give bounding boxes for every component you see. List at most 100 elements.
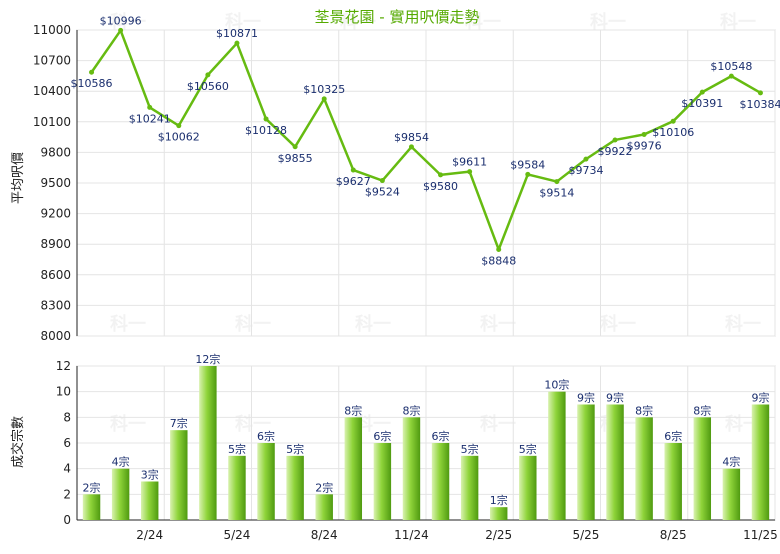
price-point-label: $10384 — [739, 98, 780, 111]
watermark-text: 科一 — [480, 413, 516, 435]
volume-bar-label: 2宗 — [83, 480, 101, 494]
watermark-text: 科一 — [355, 313, 391, 335]
price-y-tick-label: 8000 — [40, 329, 71, 343]
price-point — [525, 171, 531, 177]
price-y-tick-label: 9800 — [40, 145, 71, 159]
price-y-tick-label: 10700 — [33, 54, 71, 68]
volume-bar-label: 5宗 — [228, 442, 246, 456]
price-series-line — [90, 29, 762, 251]
x-tick-label: 2/25 — [485, 528, 512, 542]
volume-bar — [199, 366, 217, 520]
line-layer — [89, 27, 763, 253]
price-point-label: $10548 — [710, 60, 752, 73]
price-point-label: $9734 — [568, 164, 603, 177]
volume-bar — [722, 468, 741, 520]
watermark-text: 科一 — [720, 11, 756, 33]
volume-bar — [751, 404, 770, 520]
count-y-tick-label: 10 — [56, 385, 71, 399]
price-point-label: $9854 — [394, 131, 429, 144]
price-point-label: $9584 — [510, 158, 545, 171]
watermark-text: 科一 — [110, 313, 146, 335]
volume-bar-label: 10宗 — [544, 378, 569, 392]
volume-bar — [315, 494, 333, 520]
x-tick-label: 2/24 — [136, 528, 163, 542]
price-point — [118, 27, 124, 33]
volume-bar — [606, 404, 624, 520]
price-point-label: $10106 — [652, 126, 694, 139]
volume-bar-label: 4宗 — [722, 455, 740, 469]
price-point — [699, 89, 705, 95]
price-point-label: $9580 — [423, 180, 458, 193]
price-point-label: $9976 — [627, 139, 662, 152]
volume-bar — [431, 443, 450, 520]
watermark-layer: 科一科一科一科一科一科一科一科一科一科一科一科一科一科一科一科一科一科一 — [110, 11, 761, 435]
price-point — [176, 123, 182, 129]
price-point — [350, 167, 356, 173]
watermark-text: 科一 — [235, 413, 271, 435]
watermark-text: 科一 — [480, 313, 516, 335]
price-point — [147, 104, 153, 110]
price-point — [379, 178, 385, 184]
volume-bar-label: 8宗 — [693, 403, 711, 417]
watermark-text: 科一 — [340, 11, 376, 33]
volume-bar — [577, 404, 595, 520]
volume-bar — [664, 443, 682, 520]
price-point — [641, 131, 647, 137]
price-point-label: $10241 — [129, 112, 171, 125]
count-y-tick-label: 6 — [63, 436, 71, 450]
price-point — [757, 90, 763, 96]
x-tick-label: 5/24 — [223, 528, 250, 542]
price-point — [408, 144, 414, 150]
watermark-text: 科一 — [465, 11, 501, 33]
price-y-tick-label: 8900 — [40, 237, 71, 251]
volume-bar-label: 2宗 — [315, 480, 333, 494]
price-point — [438, 172, 444, 178]
price-point — [234, 40, 240, 46]
price-point-label: $10391 — [681, 97, 723, 110]
price-point-label: $10062 — [158, 131, 200, 144]
price-point — [263, 116, 269, 122]
price-point — [89, 69, 95, 75]
price-y-tick-label: 10100 — [33, 115, 71, 129]
volume-bar — [635, 417, 653, 520]
count-y-tick-label: 8 — [63, 410, 71, 424]
volume-bar-label: 1宗 — [490, 493, 508, 507]
watermark-text: 科一 — [355, 413, 391, 435]
watermark-text: 科一 — [110, 11, 146, 33]
price-point — [728, 73, 734, 79]
volume-bar — [257, 443, 275, 520]
price-point-label: $9514 — [539, 187, 574, 200]
watermark-text: 科一 — [235, 313, 271, 335]
watermark-text: 科一 — [725, 313, 761, 335]
count-y-tick-label: 2 — [63, 487, 71, 501]
price-point-label: $10560 — [187, 80, 229, 93]
volume-bar-label: 9宗 — [751, 391, 769, 405]
volume-bar-label: 6宗 — [257, 429, 275, 443]
chart-title: 荃景花園 - 實用呎價走勢 — [315, 8, 480, 26]
price-point — [670, 118, 676, 124]
volume-bar — [82, 494, 101, 520]
volume-bar — [170, 430, 188, 520]
price-point-label: $9627 — [336, 175, 371, 188]
volume-bar — [693, 417, 712, 520]
price-point-label: $9611 — [452, 156, 487, 169]
volume-bar — [402, 417, 421, 520]
price-point-label: $10996 — [100, 14, 142, 27]
price-point — [292, 144, 298, 150]
volume-bar-label: 12宗 — [195, 352, 220, 366]
price-axis-title: 平均呎價 — [11, 152, 26, 204]
volume-bar — [140, 481, 159, 520]
price-point — [583, 156, 589, 162]
volume-bar-label: 6宗 — [664, 429, 682, 443]
watermark-text: 科一 — [110, 413, 146, 435]
price-point — [554, 179, 560, 185]
volume-bar-label: 8宗 — [344, 403, 362, 417]
price-point — [496, 247, 502, 253]
label-layer: 2宗 4宗 3宗 7宗 12宗 5宗 6宗 5宗 2宗 8宗 6宗 8宗 6宗 5宗 1宗 5宗 10宗 9宗 9宗… — [71, 14, 780, 507]
price-y-tick-label: 9500 — [40, 176, 71, 190]
x-tick-label: 5/25 — [572, 528, 599, 542]
axis-layer: 8000 8300 8600 8900 9200 9500 9800 10100 10400 10… — [33, 23, 778, 542]
volume-bar-label: 3宗 — [141, 468, 159, 482]
volume-bar-label: 9宗 — [577, 391, 595, 405]
price-point-label: $9855 — [278, 152, 313, 165]
